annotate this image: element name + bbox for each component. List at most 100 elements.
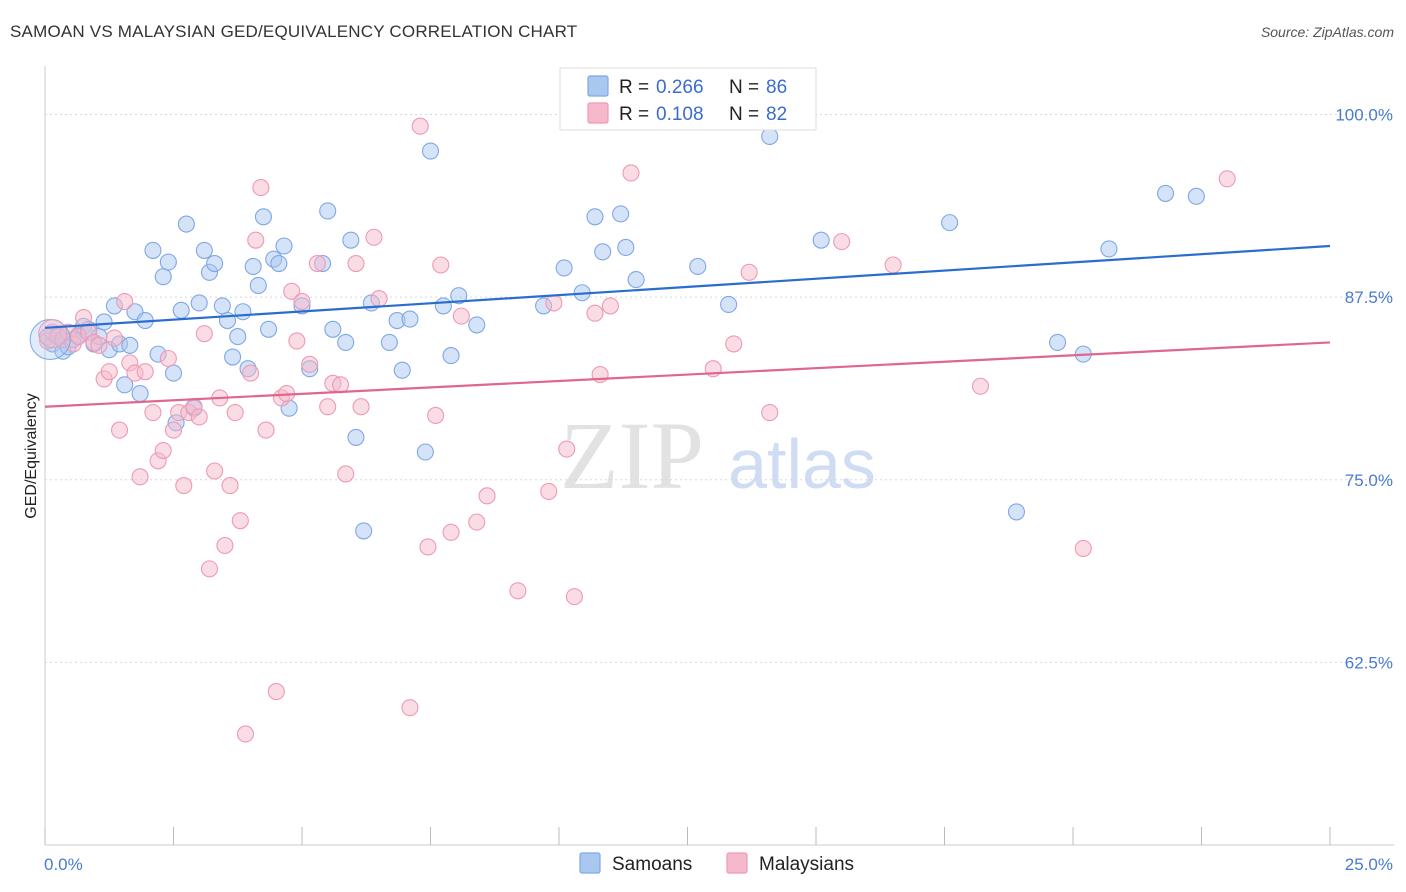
malaysians-point	[509, 582, 527, 600]
samoans-point	[229, 328, 247, 346]
samoans-point	[421, 142, 440, 160]
samoans-point	[612, 205, 630, 223]
samoans-point	[416, 443, 434, 461]
malaysians-point	[884, 256, 902, 274]
samoans-point	[195, 241, 213, 259]
samoans-point	[190, 294, 208, 312]
samoans-point	[812, 231, 830, 249]
samoans-point	[260, 320, 278, 338]
malaysians-point	[159, 349, 177, 368]
samoans-point	[450, 287, 468, 305]
samoans-point	[941, 214, 959, 232]
samoans-point	[720, 295, 738, 313]
samoans-point	[468, 316, 486, 334]
bottom-legend: Samoans Malaysians	[579, 852, 854, 875]
samoans-trend-line	[44, 244, 1331, 329]
malaysians-point	[365, 228, 383, 246]
bottom-legend-label-malaysians: Malaysians	[759, 854, 854, 875]
samoans-point	[393, 361, 411, 379]
y-tick-label: 62.5%	[1345, 653, 1393, 672]
malaysians-point	[1218, 170, 1236, 188]
x-tick-label: 25.0%	[1345, 855, 1393, 874]
malaysians-point	[411, 117, 429, 135]
samoans-point	[594, 243, 612, 261]
samoans-point	[270, 254, 288, 273]
malaysians-point	[427, 406, 445, 425]
malaysians-point	[144, 404, 162, 422]
malaysians-point	[231, 512, 249, 530]
malaysians-point	[247, 231, 265, 249]
x-tick-labels: 0.0% 25.0%	[44, 855, 1393, 874]
malaysians-point	[308, 254, 326, 273]
legend-n-value-malaysians: 82	[766, 104, 787, 125]
malaysians-point	[131, 468, 149, 486]
malaysians-point	[337, 465, 355, 483]
malaysians-point	[558, 440, 576, 458]
malaysians-point	[236, 725, 255, 743]
malaysians-point	[252, 179, 270, 197]
watermark-zip: ZIP	[560, 402, 704, 509]
malaysians-cluster-point	[38, 319, 68, 349]
samoans-point	[555, 259, 573, 277]
malaysians-point	[301, 355, 319, 373]
samoans-point	[206, 254, 224, 273]
trend-lines	[44, 244, 1331, 408]
malaysians-point	[283, 282, 301, 300]
chart-title: SAMOAN VS MALAYSIAN GED/EQUIVALENCY CORR…	[10, 22, 578, 41]
malaysians-point	[331, 376, 350, 394]
malaysians-point	[419, 538, 437, 556]
samoans-point	[337, 333, 355, 351]
axes	[44, 66, 1394, 846]
malaysians-point	[221, 477, 239, 495]
samoans-point	[154, 268, 172, 286]
malaysians-point	[190, 408, 208, 426]
legend-r-label-malaysians: R =	[619, 104, 649, 125]
malaysians-point	[468, 513, 486, 531]
malaysians-point	[601, 297, 619, 315]
watermark-atlas: atlas	[728, 425, 876, 503]
malaysians-point	[370, 290, 388, 308]
y-tick-label: 87.5%	[1345, 288, 1393, 307]
legend-swatch-malaysians	[587, 102, 609, 124]
malaysians-point	[833, 233, 851, 251]
samoans-point	[324, 320, 342, 338]
top-legend: R = 0.266 N = 86 R = 0.108 N = 82	[559, 67, 817, 131]
samoans-point	[617, 238, 635, 257]
samoans-point	[177, 215, 195, 233]
malaysians-point	[116, 292, 134, 311]
samoans-point	[1156, 184, 1175, 202]
samoans-point	[1187, 187, 1205, 205]
samoans-point	[1007, 503, 1026, 521]
y-tick-label: 75.0%	[1345, 471, 1393, 490]
malaysians-point	[352, 398, 370, 416]
malaysians-point	[401, 699, 419, 717]
samoans-point	[1100, 240, 1118, 258]
samoans-point	[234, 303, 252, 321]
malaysians-point	[293, 292, 311, 311]
samoans-point	[1049, 333, 1067, 351]
malaysians-point	[90, 336, 108, 354]
malaysians-point	[347, 254, 365, 273]
samoans-point	[586, 208, 604, 226]
malaysians-point	[164, 421, 183, 439]
malaysians-point	[195, 325, 213, 343]
watermark: ZIP atlas	[560, 402, 876, 509]
samoans-point	[380, 333, 398, 351]
legend-n-label-samoans: N =	[729, 77, 759, 98]
samoans-point	[689, 257, 707, 276]
malaysians-point	[288, 332, 306, 350]
malaysians-point	[565, 588, 583, 606]
malaysians-point	[540, 482, 558, 500]
x-tick-label: 0.0%	[44, 855, 83, 874]
malaysians-point	[200, 560, 219, 578]
samoans-point	[355, 522, 373, 540]
samoans-point	[347, 428, 365, 446]
samoans-point	[164, 364, 183, 382]
malaysians-trend-line	[44, 341, 1331, 408]
malaysians-point	[1074, 539, 1092, 557]
samoans-point	[275, 237, 293, 255]
malaysians-point	[971, 377, 990, 395]
legend-n-label-malaysians: N =	[729, 104, 759, 125]
malaysians-point	[175, 477, 193, 495]
